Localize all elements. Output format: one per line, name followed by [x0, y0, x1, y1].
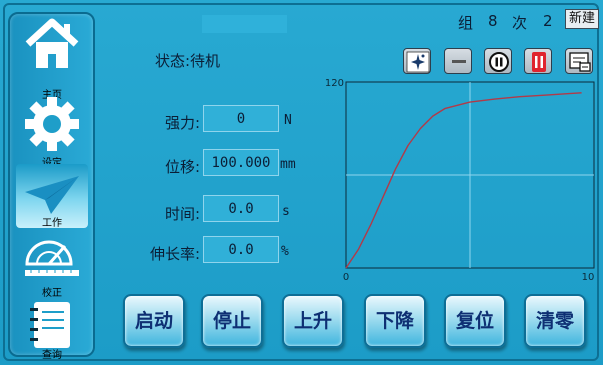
- group-label: 组: [458, 14, 474, 32]
- screen-frame: [3, 3, 599, 361]
- nav-calibrate[interactable]: 校正: [16, 232, 88, 299]
- minus-button[interactable]: [444, 48, 472, 74]
- elongation-unit: %: [281, 244, 289, 259]
- sparkle-button[interactable]: [403, 48, 431, 74]
- report-icon: [569, 52, 591, 72]
- notebook-icon: [30, 302, 70, 348]
- nav-settings-label: 设定: [16, 154, 88, 169]
- time-unit: s: [282, 204, 290, 219]
- paper-plane-icon: [25, 176, 79, 214]
- lower-button[interactable]: 下降: [364, 294, 426, 348]
- home-icon: [25, 18, 79, 68]
- nav-home[interactable]: 主页: [16, 18, 88, 101]
- count-value: 2: [543, 12, 553, 30]
- gear-icon: [25, 97, 79, 151]
- time-value: 0.0: [203, 195, 279, 222]
- nav-query-label: 查询: [42, 350, 62, 361]
- nav-work[interactable]: 工作: [16, 164, 88, 229]
- x-tick-label-0: 0: [343, 272, 349, 283]
- time-label: 时间:: [164, 205, 200, 223]
- pause-button[interactable]: [484, 48, 512, 74]
- sidebar: 主页: [8, 12, 95, 361]
- force-value: 0: [203, 105, 279, 132]
- stop-button[interactable]: 停止: [201, 294, 263, 348]
- y-tick-label-120: 120: [325, 78, 344, 89]
- x-tick-label-10: 10: [582, 272, 595, 283]
- force-label: 强力:: [164, 114, 200, 132]
- elongation-label: 伸长率:: [149, 245, 200, 263]
- sample-clamp-button[interactable]: [524, 48, 552, 74]
- new-button[interactable]: 新建: [565, 9, 599, 29]
- minus-icon: [452, 60, 466, 63]
- nav-work-label: 工作: [42, 218, 62, 229]
- elongation-value: 0.0: [203, 236, 279, 263]
- status-text: 状态:待机: [155, 52, 221, 70]
- sparkle-icon: [406, 51, 430, 73]
- count-label: 次: [512, 14, 528, 32]
- series-line-0: [345, 92, 582, 269]
- nav-query[interactable]: 查询: [16, 298, 88, 361]
- pause-icon: [489, 52, 509, 72]
- group-value: 8: [488, 12, 498, 30]
- start-button[interactable]: 启动: [123, 294, 185, 348]
- force-unit: N: [284, 113, 292, 128]
- sample-clamp-icon: [532, 52, 546, 72]
- protractor-icon: [25, 240, 79, 276]
- report-button[interactable]: [565, 48, 593, 74]
- title-placeholder: [202, 15, 287, 33]
- displacement-unit: mm: [280, 157, 296, 172]
- reset-button[interactable]: 复位: [444, 294, 506, 348]
- nav-settings[interactable]: 设定: [16, 96, 88, 169]
- raise-button[interactable]: 上升: [282, 294, 344, 348]
- zero-button[interactable]: 清零: [524, 294, 586, 348]
- nav-calibrate-label: 校正: [42, 288, 62, 299]
- displacement-value: 100.000: [203, 149, 279, 176]
- force-curve-chart: 0 10 120: [325, 78, 595, 283]
- displacement-label: 位移:: [164, 158, 200, 176]
- nav-home-label: 主页: [42, 90, 62, 101]
